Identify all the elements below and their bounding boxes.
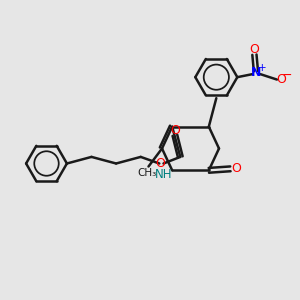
Text: O: O [231,162,241,175]
Text: O: O [155,157,165,170]
Text: CH₃: CH₃ [137,167,157,178]
Text: N: N [251,66,261,79]
Text: NH: NH [155,168,172,181]
Text: +: + [258,63,267,73]
Text: −: − [281,69,292,82]
Text: O: O [250,44,260,56]
Text: O: O [276,73,286,86]
Text: O: O [170,124,180,137]
